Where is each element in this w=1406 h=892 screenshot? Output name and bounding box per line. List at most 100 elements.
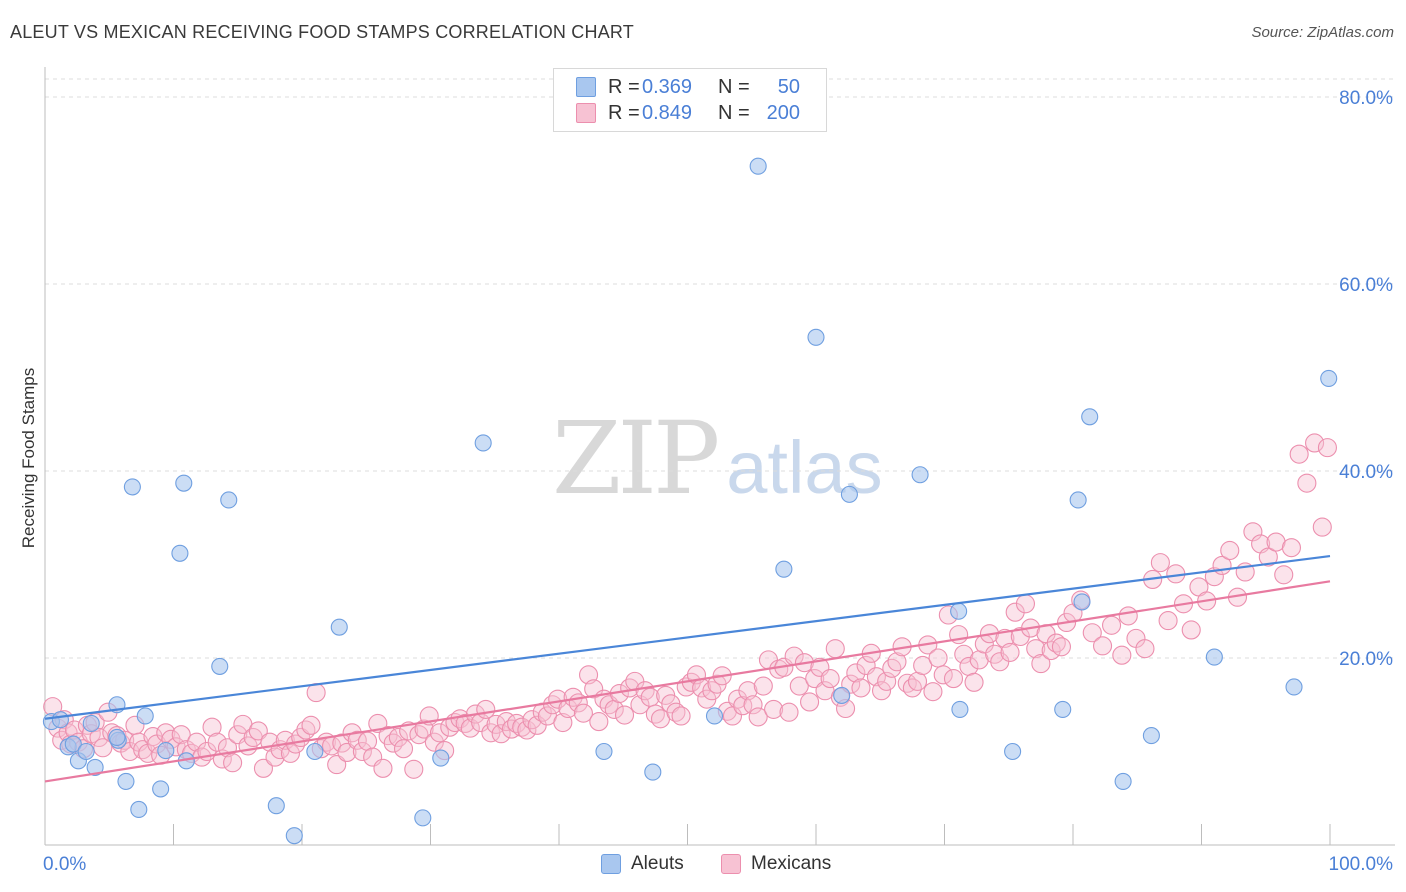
axes: Receiving Food Stamps xyxy=(19,67,1395,846)
aleuts-point xyxy=(911,466,929,484)
aleuts-point xyxy=(220,491,238,509)
mexicans-point xyxy=(1093,636,1113,656)
mexicans-point xyxy=(964,672,984,692)
mexicans-point xyxy=(753,676,773,696)
mexicans-point xyxy=(1312,517,1332,537)
aleuts-legend-label: Aleuts xyxy=(631,853,684,874)
mexicans-point xyxy=(253,758,274,778)
mexicans-point xyxy=(820,669,840,689)
y-tick-label: 80.0% xyxy=(1339,88,1393,109)
aleuts-trend-line xyxy=(44,554,1331,720)
aleuts-point xyxy=(775,560,793,578)
aleuts-point xyxy=(1114,772,1132,790)
mexicans-point xyxy=(614,705,635,725)
mexicans-point xyxy=(666,702,686,722)
mexicans-point xyxy=(512,717,532,737)
mexicans-point xyxy=(429,723,450,743)
aleuts-point xyxy=(175,474,193,492)
mexicans-point xyxy=(573,703,593,723)
aleuts-point xyxy=(807,328,825,346)
aleuts-point xyxy=(171,544,189,562)
mexicans-point xyxy=(337,742,357,762)
mexicans-point xyxy=(846,663,866,683)
mexicans-point xyxy=(1135,639,1155,659)
mexicans-point xyxy=(800,692,820,712)
aleuts-point xyxy=(136,707,154,725)
aleuts-point xyxy=(644,763,662,781)
mexicans-point xyxy=(491,724,511,744)
legend-row-mexicans: R = 0.849 N = 200 xyxy=(576,101,800,125)
aleuts-point xyxy=(1285,678,1303,696)
aleuts-point xyxy=(64,735,82,753)
trend-lines xyxy=(44,554,1331,783)
legend-item-aleuts[interactable]: Aleuts xyxy=(601,852,684,876)
mexicans-point xyxy=(1281,538,1301,558)
mexicans-point xyxy=(301,715,321,735)
mexicans-point xyxy=(882,658,902,678)
y-tick-label: 40.0% xyxy=(1339,462,1393,483)
mexicans-point xyxy=(923,682,943,702)
mexicans-legend-label: Mexicans xyxy=(751,853,832,874)
aleuts-point xyxy=(130,800,148,819)
source-label: Source: ZipAtlas.com xyxy=(1251,24,1394,41)
n-label: N = xyxy=(718,75,750,98)
y-axis-label: Receiving Food Stamps xyxy=(19,368,38,548)
aleuts-point xyxy=(51,711,69,729)
aleuts-point xyxy=(749,157,767,175)
mexicans-point xyxy=(928,648,948,668)
aleuts-point xyxy=(705,707,724,725)
aleuts-point xyxy=(833,686,851,704)
mexicans-point xyxy=(589,712,609,732)
mexicans-point xyxy=(1317,438,1337,458)
aleuts-point xyxy=(306,742,324,761)
mexicans-point xyxy=(383,733,403,753)
aleuts-point xyxy=(157,742,175,760)
mexicans-point xyxy=(1031,654,1051,674)
aleuts-point xyxy=(595,742,613,761)
n-label: N = xyxy=(718,101,750,124)
mexicans-point xyxy=(1118,606,1138,626)
mexicans-point xyxy=(887,652,907,672)
mexicans-point xyxy=(1046,633,1066,653)
tick-labels: 20.0% 40.0% 60.0% 80.0% 0.0% 100.0% xyxy=(43,88,1393,875)
mexicans-point xyxy=(1026,639,1046,659)
mexicans-point xyxy=(156,723,176,743)
aleuts-r-value: 0.369 xyxy=(642,75,693,98)
aleuts-point xyxy=(77,742,95,761)
mexicans-point xyxy=(327,755,347,775)
mexicans-point xyxy=(522,710,542,730)
aleuts-point xyxy=(1069,491,1087,509)
aleuts-point xyxy=(123,478,141,496)
mexicans-point xyxy=(352,741,372,762)
y-tick-label: 20.0% xyxy=(1339,649,1393,670)
mexicans-point xyxy=(871,681,892,701)
mexicans-point xyxy=(702,681,722,701)
mexicans-point xyxy=(223,753,243,773)
mexicans-point xyxy=(1220,540,1240,561)
aleuts-point xyxy=(474,434,492,452)
aleuts-points xyxy=(42,157,1338,845)
grid-lines xyxy=(45,78,1395,659)
mexicans-point xyxy=(902,678,922,698)
mexicans-point xyxy=(779,702,799,722)
mexicans-point xyxy=(507,713,527,734)
mexicans-point xyxy=(1305,433,1325,453)
mexicans-point xyxy=(1297,473,1317,493)
aleuts-point xyxy=(152,780,170,798)
mexicans-point xyxy=(584,679,604,699)
mexicans-point xyxy=(764,699,784,719)
mexicans-point xyxy=(743,695,763,715)
mexicans-point xyxy=(748,707,768,727)
mexicans-legend-swatch xyxy=(721,854,741,874)
mexicans-point xyxy=(93,738,113,758)
mexicans-point xyxy=(1112,645,1132,665)
mexicans-trend-line xyxy=(44,580,1331,783)
mexicans-point xyxy=(373,758,393,778)
aleuts-n-value: 50 xyxy=(777,75,800,98)
aleuts-point xyxy=(108,728,126,747)
legend-item-mexicans[interactable]: Mexicans xyxy=(721,852,831,876)
mexicans-point xyxy=(907,671,928,691)
mexicans-point xyxy=(280,743,300,763)
mexicans-point xyxy=(1000,642,1020,662)
